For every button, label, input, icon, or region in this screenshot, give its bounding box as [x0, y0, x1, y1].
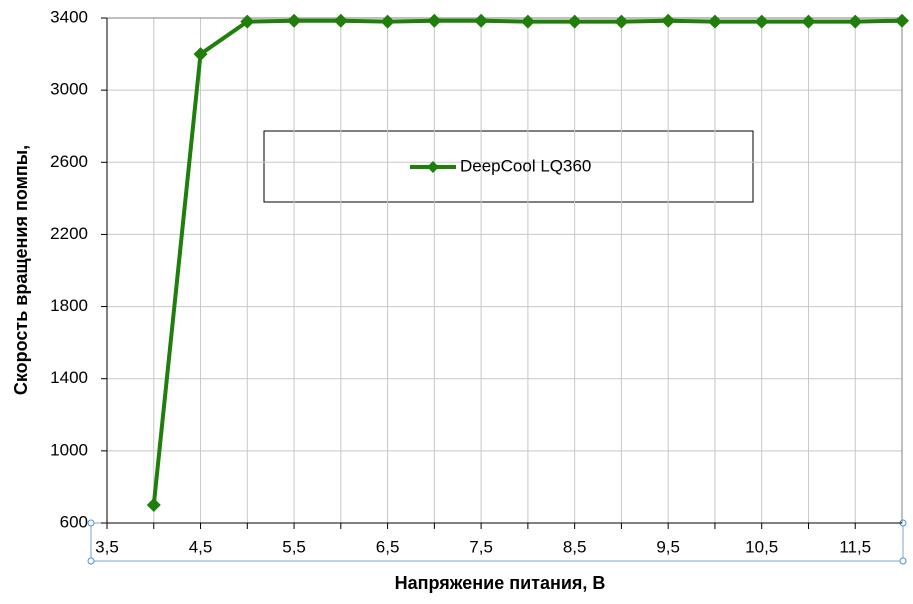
marker [193, 47, 208, 62]
marker [146, 497, 161, 512]
x-tick-label: 11,5 [839, 537, 871, 556]
y-tick-label: 3400 [50, 7, 88, 26]
x-axis-label: Напряжение питания, В [395, 573, 606, 593]
legend-marker [427, 161, 439, 173]
x-tick-label: 7,5 [469, 537, 493, 556]
marker [520, 14, 535, 29]
marker [895, 13, 909, 28]
x-tick-label: 3,5 [95, 537, 119, 556]
y-axis-label: Скорость вращения помпы, [11, 145, 31, 395]
marker [707, 14, 722, 29]
y-tick-label: 1400 [50, 368, 88, 387]
marker [848, 14, 863, 29]
marker [333, 13, 348, 28]
x-tick-label: 10,5 [745, 537, 778, 556]
marker [287, 13, 302, 28]
y-tick-label: 1800 [50, 296, 88, 315]
marker [614, 14, 629, 29]
y-tick-label: 2200 [50, 224, 88, 243]
legend-box [263, 130, 754, 203]
marker [801, 14, 816, 29]
y-tick-label: 1000 [50, 440, 88, 459]
x-tick-label: 8,5 [563, 537, 587, 556]
marker [661, 13, 676, 28]
y-tick-label: 600 [60, 512, 88, 531]
x-tick-label: 4,5 [189, 537, 213, 556]
marker [567, 14, 582, 29]
marker [474, 13, 489, 28]
plot-border [106, 17, 903, 524]
marker [754, 14, 769, 29]
x-tick-label: 6,5 [376, 537, 400, 556]
marker [380, 14, 395, 29]
marker [427, 13, 442, 28]
marker [240, 14, 255, 29]
selection-handles [87, 519, 907, 565]
selection-box [90, 522, 904, 562]
x-tick-label: 9,5 [656, 537, 680, 556]
x-tick-label: 5,5 [282, 537, 306, 556]
legend-label: DeepCool LQ360 [460, 156, 591, 175]
y-tick-label: 3000 [50, 80, 88, 99]
y-tick-label: 2600 [50, 152, 88, 171]
